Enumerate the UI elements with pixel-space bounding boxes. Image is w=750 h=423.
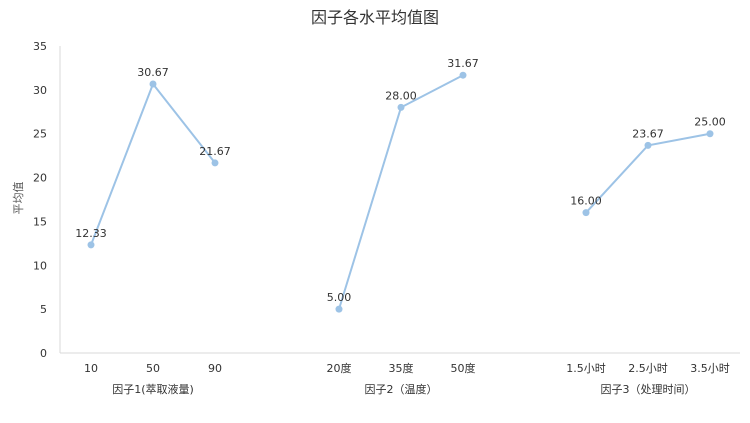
- x-tick-label: 50度: [451, 361, 476, 375]
- data-label: 16.00: [570, 195, 602, 208]
- data-label: 28.00: [385, 89, 417, 102]
- data-point: [87, 241, 95, 249]
- data-point: [211, 159, 219, 167]
- x-tick-label: 90: [208, 362, 222, 375]
- data-point: [335, 305, 343, 313]
- y-axis-label: 平均值: [12, 182, 25, 215]
- factor-group-label: 因子2（温度）: [365, 382, 438, 396]
- y-tick-label: 25: [33, 128, 47, 141]
- data-point: [459, 71, 467, 79]
- data-point: [582, 209, 590, 217]
- x-tick-label: 2.5小时: [628, 362, 668, 375]
- data-point: [149, 80, 157, 88]
- x-tick-label: 10: [84, 362, 98, 375]
- data-point: [397, 103, 405, 111]
- y-tick-label: 30: [33, 84, 47, 97]
- y-tick-label: 10: [33, 259, 47, 272]
- y-tick-label: 35: [33, 40, 47, 53]
- y-tick-label: 20: [33, 172, 47, 185]
- x-tick-label: 35度: [389, 361, 414, 375]
- y-tick-label: 0: [40, 347, 47, 360]
- x-tick-label: 20度: [327, 361, 352, 375]
- data-point: [644, 141, 652, 149]
- chart-title: 因子各水平均值图: [311, 8, 439, 27]
- series-line: [90, 81, 216, 246]
- factor-group-label: 因子3（处理时间）: [601, 383, 696, 396]
- y-ticks: 0 5 10 15 20 25 30 35: [33, 40, 47, 360]
- series-lines: 12.33 30.67 21.67 5.00 28.00 31.67 16.00 23.67 2…: [75, 57, 726, 313]
- data-label: 25.00: [694, 116, 726, 129]
- x-tick-label: 3.5小时: [690, 362, 730, 375]
- data-label: 12.33: [75, 227, 107, 240]
- y-tick-label: 5: [40, 303, 47, 316]
- x-tick-label: 50: [146, 362, 160, 375]
- data-label: 30.67: [137, 66, 169, 79]
- factor-group-label: 因子1(萃取液量): [112, 382, 194, 396]
- y-tick-label: 15: [33, 215, 47, 228]
- axes: [59, 46, 740, 354]
- data-label: 21.67: [199, 145, 231, 158]
- x-tick-label: 1.5小时: [566, 362, 606, 375]
- data-label: 5.00: [327, 291, 352, 304]
- data-label: 31.67: [447, 57, 479, 70]
- data-point: [706, 130, 714, 138]
- data-label: 23.67: [632, 127, 664, 140]
